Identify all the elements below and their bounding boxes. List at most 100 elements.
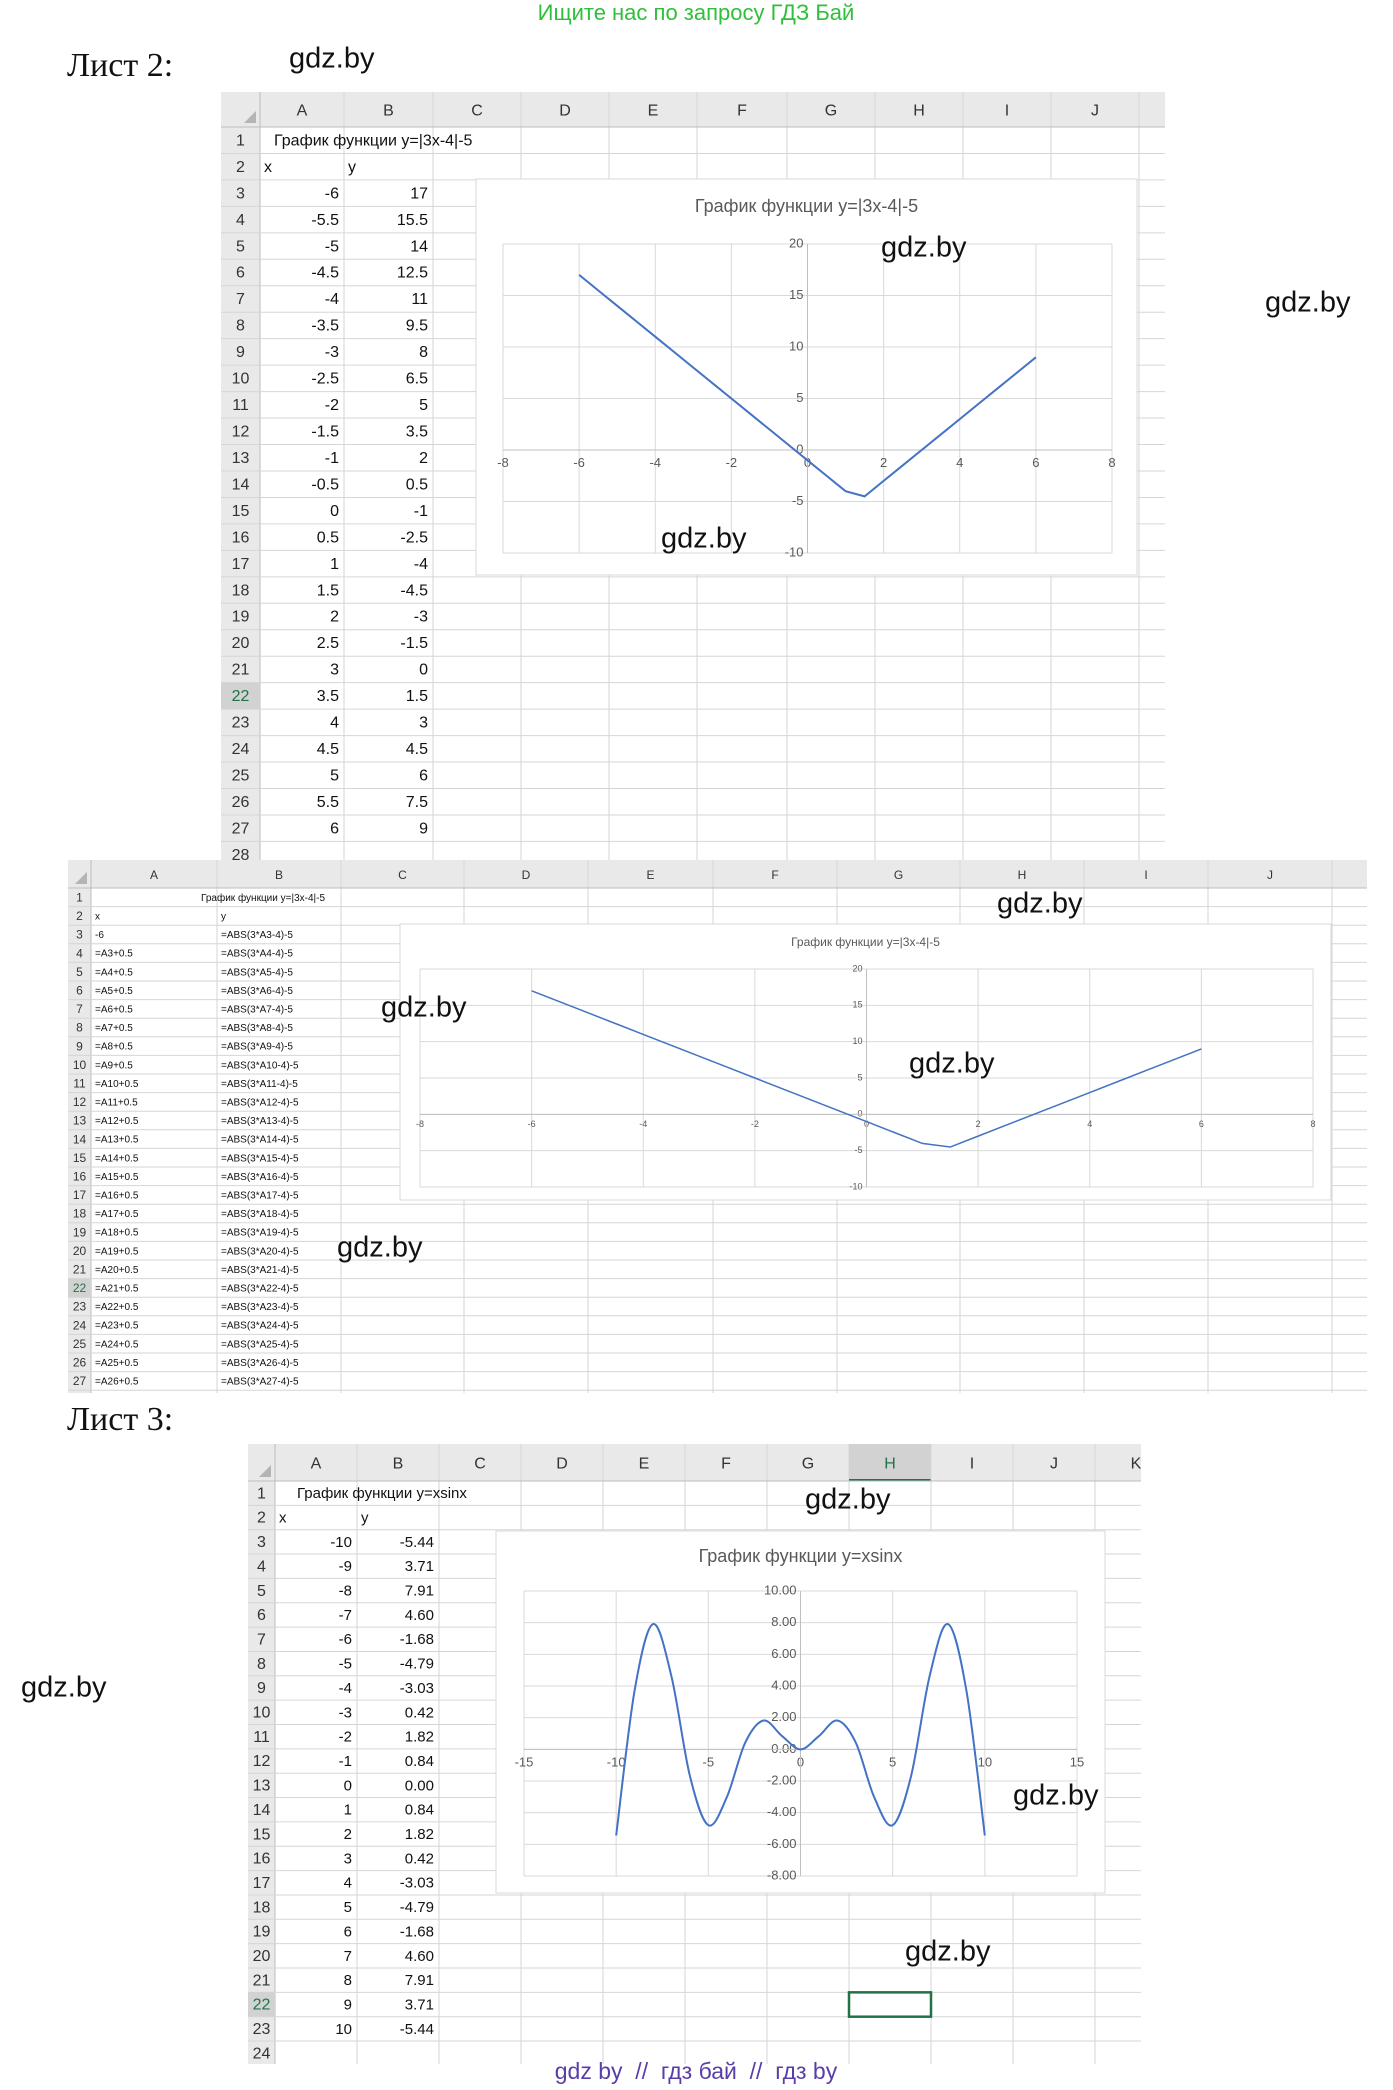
cell: =A18+0.5	[95, 1228, 139, 1239]
cell: x	[95, 912, 100, 923]
column-header: E	[646, 868, 654, 882]
cell: -7	[339, 1607, 352, 1624]
cell: -5.44	[400, 1534, 434, 1551]
cell: 11	[411, 291, 428, 308]
y-tick-label: 15	[852, 1000, 862, 1010]
x-tick-label: 2	[880, 455, 887, 470]
watermark: gdz.by	[909, 1048, 995, 1080]
row-number: 20	[253, 1948, 271, 1965]
column-header: I	[1005, 103, 1009, 120]
column-header-bar	[68, 860, 1367, 888]
cell: -3.5	[311, 318, 339, 335]
watermark: gdz.by	[1265, 287, 1351, 319]
row-number: 4	[257, 1558, 266, 1575]
row-number: 17	[232, 556, 250, 573]
select-all-corner	[75, 872, 87, 884]
cell: -2.5	[311, 371, 339, 388]
x-tick-label: 6	[1199, 1119, 1204, 1129]
y-tick-label: 6.00	[771, 1646, 796, 1661]
row-number: 28	[73, 1393, 87, 1407]
row-number: 22	[73, 1281, 87, 1295]
cell: 8	[419, 344, 428, 361]
y-tick-label: 10.00	[764, 1582, 797, 1597]
y-tick-label: 2.00	[771, 1709, 796, 1724]
chart-title: График функции y=xsinx	[699, 1546, 903, 1566]
cell: -5	[339, 1656, 352, 1673]
cell: -2	[339, 1729, 352, 1746]
cell: 0.84	[405, 1753, 434, 1770]
x-tick-label: -8	[497, 455, 509, 470]
y-tick-label: 15	[789, 287, 803, 302]
cell: График функции y=xsinx	[297, 1485, 467, 1502]
cell: 4.60	[405, 1607, 434, 1624]
row-number: 15	[73, 1151, 87, 1165]
cell: =ABS(3*A16-4)-5	[221, 1172, 299, 1183]
y-tick-label: 5	[857, 1072, 862, 1082]
column-header: C	[474, 1456, 486, 1473]
row-number: 3	[257, 1534, 266, 1551]
watermark: gdz.by	[805, 1484, 891, 1516]
column-header: J	[1091, 103, 1099, 120]
column-header: C	[471, 103, 483, 120]
cell: =ABS(3*A21-4)-5	[221, 1265, 299, 1276]
column-header: A	[150, 868, 158, 882]
cell: 4	[344, 1875, 352, 1892]
x-tick-label: -8	[416, 1119, 424, 1129]
cell: =ABS(3*A19-4)-5	[221, 1228, 299, 1239]
row-number: 12	[73, 1095, 87, 1109]
cell: 6	[419, 767, 428, 784]
cell: =A5+0.5	[95, 986, 133, 997]
cell: 0.00	[405, 1777, 434, 1794]
cell: =A6+0.5	[95, 1005, 133, 1016]
cell: 14	[410, 238, 428, 255]
cell: 3.5	[317, 688, 339, 705]
x-tick-label: 8	[1310, 1119, 1315, 1129]
column-header-bar	[248, 1444, 1141, 1481]
column-header: I	[970, 1456, 974, 1473]
cell: =ABS(3*A20-4)-5	[221, 1246, 299, 1257]
cell: x	[264, 159, 272, 176]
row-number: 18	[73, 1207, 87, 1221]
cell: -3	[339, 1704, 352, 1721]
row-number: 19	[253, 1924, 271, 1941]
y-tick-label: 0	[796, 441, 803, 456]
y-tick-label: -8.00	[767, 1867, 797, 1882]
row-number: 19	[73, 1225, 87, 1239]
row-number: 6	[257, 1607, 266, 1624]
row-number: 11	[232, 397, 249, 414]
x-tick-label: -2	[726, 455, 738, 470]
watermark: gdz.by	[997, 888, 1083, 920]
cell: 7.5	[406, 794, 428, 811]
row-number: 24	[73, 1318, 87, 1332]
cell: 3.5	[406, 424, 428, 441]
cell: =A13+0.5	[95, 1135, 139, 1146]
cell: 4.60	[405, 1948, 434, 1965]
cell: =ABS(3*A10-4)-5	[221, 1060, 299, 1071]
footer-text: gdz by // гдз бай // гдз by	[555, 2058, 838, 2084]
cell: 4	[330, 715, 339, 732]
cell: =ABS(3*A24-4)-5	[221, 1321, 299, 1332]
chart-area	[475, 178, 1138, 576]
row-number: 8	[76, 1021, 83, 1035]
row-number: 8	[236, 318, 245, 335]
row-number: 16	[73, 1169, 87, 1183]
cell: -6	[325, 185, 339, 202]
row-number: 10	[73, 1058, 87, 1072]
y-tick-label: 0.00	[771, 1741, 796, 1756]
y-tick-label: 20	[852, 963, 862, 973]
cell: =ABS(3*A7-4)-5	[221, 1005, 293, 1016]
row-number: 13	[232, 450, 250, 467]
cell: -4.5	[400, 582, 428, 599]
column-header: F	[737, 103, 747, 120]
cell: -1.5	[311, 424, 339, 441]
cell: 0	[419, 662, 428, 679]
cell: -4.79	[400, 1656, 434, 1673]
x-tick-label: -4	[639, 1119, 647, 1129]
cell: -5	[325, 238, 339, 255]
column-header: A	[297, 103, 308, 120]
series-line	[531, 990, 1202, 1148]
cell: =ABS(3*A13-4)-5	[221, 1116, 299, 1127]
row-number: 6	[76, 983, 83, 997]
row-number: 21	[73, 1262, 87, 1276]
cell: -3	[325, 344, 339, 361]
